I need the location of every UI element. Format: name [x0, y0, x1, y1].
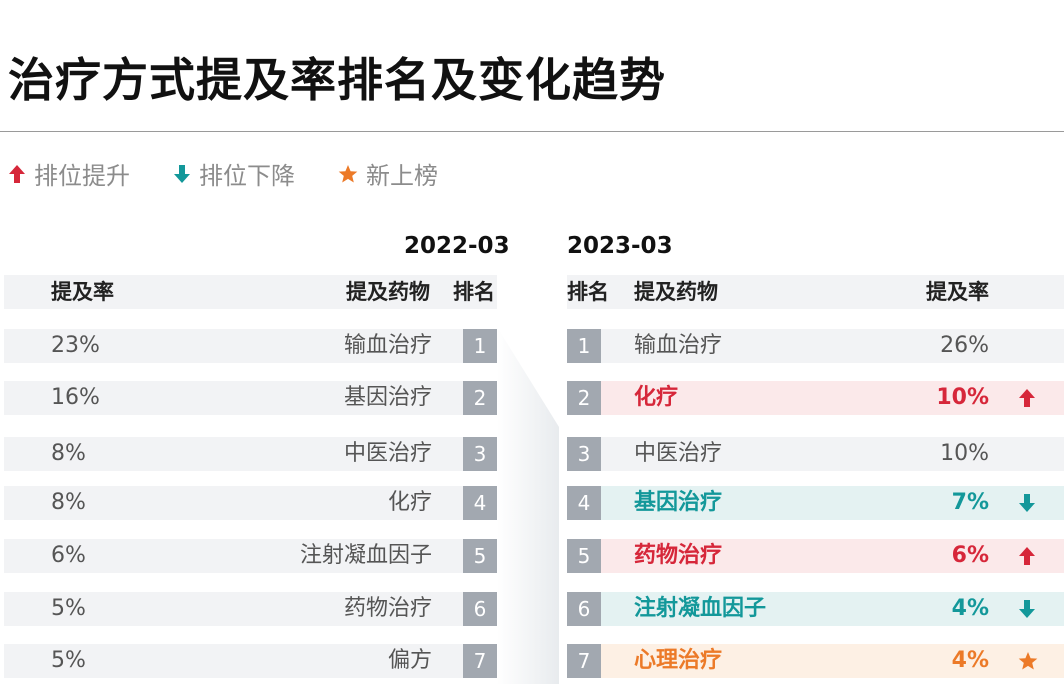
left-header-rate: 提及率: [51, 280, 114, 304]
right-header-rate: 提及率: [926, 280, 989, 304]
left-table-row: 23% 输血治疗: [4, 329, 463, 363]
right-drug: 化疗: [634, 385, 679, 410]
left-table-row: 5% 药物治疗: [4, 592, 463, 626]
left-rank-box: 4: [463, 486, 497, 520]
legend-down-label: 排位下降: [199, 162, 295, 190]
right-rate: 6%: [951, 543, 989, 568]
left-rank-box: 7: [463, 644, 497, 678]
left-header: 提及率 提及药物 排名: [4, 275, 497, 309]
legend-new: 新上榜: [338, 156, 438, 191]
legend-up-label: 排位提升: [34, 162, 130, 190]
right-rate: 4%: [951, 648, 989, 673]
legend-up: 排位提升: [8, 156, 130, 191]
left-rate: 5%: [51, 596, 86, 621]
legend-new-label: 新上榜: [366, 162, 438, 190]
left-drug: 药物治疗: [343, 596, 432, 621]
right-rank-box: 3: [567, 437, 601, 471]
right-header: 排名 提及药物 提及率: [567, 275, 1064, 309]
left-rate: 5%: [51, 648, 86, 673]
right-rate: 10%: [940, 441, 989, 466]
left-rate: 8%: [51, 441, 86, 466]
title-divider: [0, 131, 1064, 132]
legend-down: 排位下降: [173, 156, 295, 191]
right-rank-box: 6: [567, 592, 601, 626]
arrow-down-icon: [1018, 493, 1036, 517]
right-rate: 10%: [936, 385, 989, 410]
right-table-row: 心理治疗 4%: [601, 644, 1064, 678]
right-table-row: 输血治疗 26%: [601, 329, 1064, 363]
left-drug: 输血治疗: [343, 333, 432, 358]
left-drug: 中医治疗: [343, 441, 432, 466]
right-header-drug: 提及药物: [634, 280, 718, 304]
left-table-row: 16% 基因治疗: [4, 381, 463, 415]
right-rate: 4%: [951, 596, 989, 621]
right-drug: 心理治疗: [634, 648, 723, 673]
left-rate: 23%: [51, 333, 100, 358]
arrow-down-icon: [1018, 599, 1036, 623]
period-left: 2022-03: [404, 233, 510, 259]
left-rate: 8%: [51, 490, 86, 515]
left-table-row: 6% 注射凝血因子: [4, 539, 463, 573]
star-icon: [338, 164, 358, 182]
left-rank-box: 1: [463, 329, 497, 363]
left-header-drug: 提及药物: [346, 280, 430, 304]
left-table-row: 8% 中医治疗: [4, 437, 463, 471]
left-table-row: 5% 偏方: [4, 644, 463, 678]
right-rank-box: 7: [567, 644, 601, 678]
right-rate: 26%: [940, 333, 989, 358]
arrow-up-icon: [1018, 546, 1036, 570]
left-rank-box: 2: [463, 381, 497, 415]
right-rank-box: 1: [567, 329, 601, 363]
right-table-row: 注射凝血因子 4%: [601, 592, 1064, 626]
left-rate: 6%: [51, 543, 86, 568]
left-rank-box: 3: [463, 437, 497, 471]
left-drug: 基因治疗: [343, 385, 432, 410]
left-rank-box: 5: [463, 539, 497, 573]
left-header-rank: 排名: [453, 280, 495, 304]
left-drug: 偏方: [387, 648, 432, 673]
right-table-row: 中医治疗 10%: [601, 437, 1064, 471]
right-table-row: 基因治疗 7%: [601, 486, 1064, 520]
right-drug: 基因治疗: [634, 490, 723, 515]
right-rank-box: 2: [567, 381, 601, 415]
right-rank-box: 5: [567, 539, 601, 573]
period-right: 2023-03: [567, 233, 673, 259]
transition-wedge: [497, 327, 559, 684]
arrow-down-icon: [174, 164, 190, 183]
right-drug: 药物治疗: [634, 543, 723, 568]
left-table-row: 8% 化疗: [4, 486, 463, 520]
right-table-row: 化疗 10%: [601, 381, 1064, 415]
right-header-rank: 排名: [567, 280, 609, 304]
right-rate: 7%: [951, 490, 989, 515]
star-icon: [1018, 651, 1038, 675]
right-drug: 注射凝血因子: [634, 596, 767, 621]
arrow-up-icon: [1018, 388, 1036, 412]
left-rate: 16%: [51, 385, 100, 410]
right-table-row: 药物治疗 6%: [601, 539, 1064, 573]
left-drug: 化疗: [387, 490, 432, 515]
left-rank-box: 6: [463, 592, 497, 626]
right-drug: 中医治疗: [634, 441, 723, 466]
right-drug: 输血治疗: [634, 333, 723, 358]
page-title: 治疗方式提及率排名及变化趋势: [8, 53, 666, 107]
left-drug: 注射凝血因子: [299, 543, 432, 568]
legend: 排位提升 排位下降 新上榜: [0, 156, 1064, 190]
right-rank-box: 4: [567, 486, 601, 520]
arrow-up-icon: [9, 164, 25, 183]
